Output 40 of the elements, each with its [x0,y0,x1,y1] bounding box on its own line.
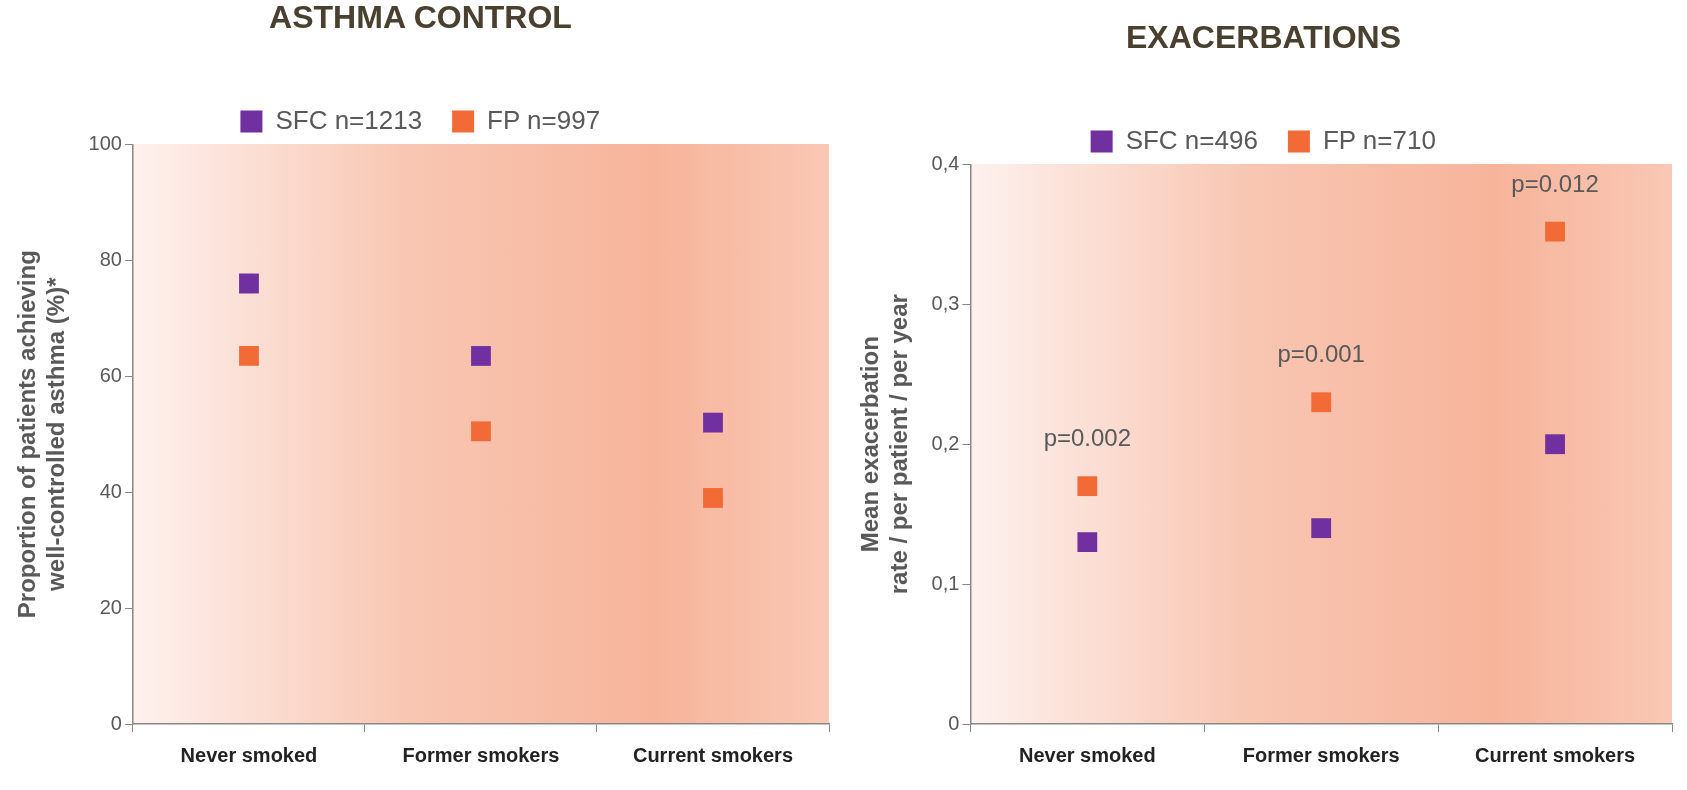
annotation: p=0.001 [1277,340,1365,368]
point [1077,532,1098,553]
y-tick-label: 0,3 [931,291,960,314]
point [1311,518,1332,539]
legend-label: SFC n=1213 [275,104,423,135]
x-tick-label: Former smokers [402,743,560,766]
chart-title: EXACERBATIONS [1126,19,1401,56]
chart-title: ASTHMA CONTROL [269,0,572,36]
y-axis-title: Proportion of patients achieving well-controlled asthma (%)* [13,250,69,619]
point [471,346,491,366]
annotation: p=0.012 [1511,169,1599,197]
y-tick-label: 0 [948,711,960,734]
point [239,273,259,294]
point [703,412,723,433]
point [1545,221,1565,242]
y-tick-label: 100 [88,131,122,154]
y-tick-label: 0 [110,711,122,734]
x-tick-label: Current smokers [1475,743,1636,766]
point [239,346,259,366]
legend-label: SFC n=496 [1125,124,1258,155]
y-tick-label: 40 [99,479,122,502]
y-tick-label: 0,2 [931,431,960,454]
y-tick-label: 0,1 [931,571,960,594]
point [471,421,491,442]
point [1311,392,1332,413]
legend-label: FP n=710 [1322,124,1436,155]
point [1077,476,1098,497]
y-tick-label: 60 [99,363,122,386]
y-axis-title: Mean exacerbation rate / per patient / per year [856,294,912,595]
y-tick-label: 0,4 [931,151,960,174]
x-tick-label: Current smokers [632,743,794,766]
x-tick-label: Former smokers [1242,743,1400,766]
x-tick-label: Never smoked [180,743,318,766]
x-tick-label: Never smoked [1018,743,1156,766]
y-tick-label: 80 [99,247,122,270]
point [703,488,723,508]
annotation: p=0.002 [1043,424,1132,452]
legend-label: FP n=997 [487,104,601,135]
y-tick-label: 20 [99,595,122,618]
point [1545,434,1565,455]
